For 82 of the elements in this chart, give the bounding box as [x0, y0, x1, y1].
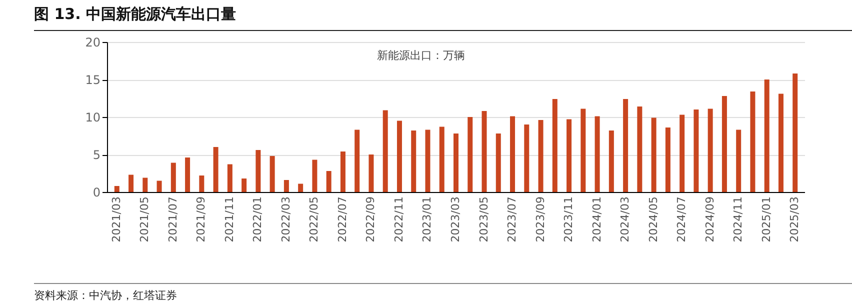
- x-tick-label: 2022/07: [336, 196, 349, 242]
- x-tick-label: 2023/11: [562, 196, 576, 242]
- bar: [566, 119, 572, 192]
- x-tick-label: 2022/09: [364, 196, 378, 242]
- bar: [256, 150, 261, 192]
- bar: [242, 178, 247, 192]
- bar: [439, 126, 444, 192]
- bar: [594, 116, 600, 192]
- bar: [680, 114, 685, 192]
- x-tick-label: 2022/05: [308, 196, 321, 242]
- bar: [213, 147, 218, 192]
- bar: [608, 130, 614, 192]
- x-tick-label: 2021/07: [166, 196, 180, 242]
- bar: [425, 130, 430, 192]
- bar: [199, 176, 204, 192]
- x-tick-label: 2023/09: [534, 196, 547, 242]
- bar: [580, 108, 586, 192]
- bar: [156, 180, 162, 192]
- bar: [538, 120, 544, 192]
- bar: [651, 118, 656, 192]
- x-tick-label: 2023/01: [420, 196, 434, 242]
- x-tick-label: 2023/07: [506, 196, 519, 242]
- x-tick-label: 2023/05: [477, 196, 490, 242]
- x-tick-label: 2025/01: [760, 196, 773, 242]
- bar: [326, 171, 332, 192]
- chart-title: 图 13. 中国新能源汽车出口量: [34, 5, 852, 31]
- bar: [298, 184, 304, 192]
- x-tick-label: 2022/03: [279, 196, 292, 242]
- x-tick-label: 2022/11: [392, 196, 406, 242]
- bar: [312, 160, 318, 192]
- bar: [496, 134, 501, 192]
- bar: [396, 120, 402, 192]
- bar: [382, 110, 388, 192]
- y-tick-label: 10: [85, 110, 100, 124]
- y-tick-label: 15: [85, 73, 100, 87]
- bar: [764, 80, 770, 192]
- x-tick-label: 2022/01: [251, 196, 264, 242]
- bar: [510, 116, 516, 192]
- bar: [185, 158, 190, 192]
- text: 资料来源：中汽协，红塔证券: [34, 283, 852, 303]
- bar: [778, 94, 784, 192]
- y-tick-label: 0: [92, 186, 100, 200]
- bar: [665, 128, 670, 192]
- bar: [114, 186, 120, 192]
- x-tick-label: 2021/05: [138, 196, 152, 242]
- bar: [552, 99, 558, 192]
- x-tick-label: 2024/11: [732, 196, 745, 242]
- bar: [792, 74, 798, 192]
- bar: [340, 152, 346, 192]
- bar: [524, 124, 530, 192]
- y-tick-label: 20: [85, 36, 100, 50]
- bar: [128, 174, 134, 192]
- x-tick-label: 2024/07: [675, 196, 688, 242]
- bar: [411, 130, 416, 192]
- bar: [454, 134, 458, 192]
- x-tick-label: 2024/01: [590, 196, 604, 242]
- x-tick-label: 2021/09: [194, 196, 208, 242]
- bar: [354, 130, 360, 192]
- bar: [750, 92, 756, 192]
- x-tick-label: 2023/03: [449, 196, 462, 242]
- bar: [227, 164, 232, 192]
- bar: [482, 111, 487, 192]
- bar: [722, 96, 727, 192]
- y-tick-label: 5: [92, 148, 100, 162]
- bar: [694, 110, 699, 192]
- x-tick-label: 2025/03: [788, 196, 802, 242]
- x-tick-label: 2024/05: [646, 196, 660, 242]
- bar: [468, 117, 473, 192]
- annotation: 新能源出口：万辆: [377, 49, 465, 62]
- bar: [284, 180, 289, 192]
- x-tick-label: 2024/09: [703, 196, 716, 242]
- x-tick-label: 2024/03: [618, 196, 632, 242]
- x-tick-label: 2021/11: [222, 196, 236, 242]
- bar: [270, 156, 275, 192]
- bar: [170, 162, 176, 192]
- x-tick-label: 2021/03: [110, 196, 123, 242]
- bar: [708, 108, 713, 192]
- bar: [368, 154, 374, 192]
- bar: [637, 106, 642, 192]
- bar: [623, 99, 628, 192]
- bar: [142, 178, 148, 192]
- bar: [736, 130, 742, 192]
